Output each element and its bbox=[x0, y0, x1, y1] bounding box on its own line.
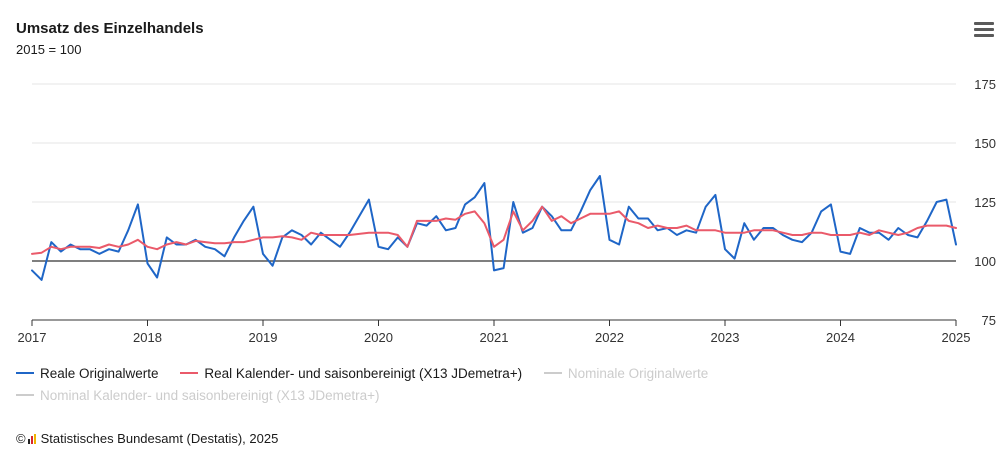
hamburger-menu-icon[interactable] bbox=[974, 22, 994, 40]
y-tick-label: 150 bbox=[974, 136, 996, 151]
series-line bbox=[31, 205, 957, 255]
x-tick-label: 2022 bbox=[595, 330, 624, 345]
y-tick-label: 100 bbox=[974, 254, 996, 269]
x-axis: 2017 2018 2019 2020 2021 2022 2023 2024 2025 bbox=[18, 319, 971, 345]
line-chart: 2017 2018 2019 2020 2021 2022 2023 2024 2025 75 1… bbox=[18, 77, 996, 345]
legend-swatch bbox=[543, 372, 562, 374]
y-tick-label: 175 bbox=[974, 77, 996, 92]
gridlines bbox=[32, 83, 956, 262]
x-tick-label: 2018 bbox=[133, 330, 162, 345]
x-tick-label: 2023 bbox=[711, 330, 740, 345]
legend-item-nominale-originalwerte[interactable]: Nominale Originalwerte bbox=[543, 362, 709, 384]
source-text: Statistisches Bundesamt (Destatis), 2025 bbox=[40, 431, 279, 446]
copyright-symbol: © bbox=[16, 431, 26, 446]
legend-label: Nominale Originalwerte bbox=[567, 365, 709, 381]
y-axis: 75 100 125 150 175 bbox=[974, 77, 996, 328]
x-tick-label: 2019 bbox=[249, 330, 278, 345]
legend: Reale Originalwerte Real Kalender- und s… bbox=[16, 362, 916, 406]
legend-swatch bbox=[16, 372, 34, 374]
source-credit: © Statistisches Bundesamt (Destatis), 20… bbox=[16, 431, 278, 446]
x-tick-label: 2021 bbox=[480, 330, 509, 345]
y-tick-label: 125 bbox=[974, 195, 996, 210]
legend-item-real-bereinigt[interactable]: Real Kalender- und saisonbereinigt (X13 … bbox=[180, 362, 522, 384]
y-tick-label: 75 bbox=[982, 313, 996, 328]
series-line bbox=[31, 175, 957, 281]
destatis-logo-icon bbox=[27, 433, 37, 444]
x-tick-label: 2024 bbox=[826, 330, 855, 345]
legend-item-reale-originalwerte[interactable]: Reale Originalwerte bbox=[16, 362, 159, 384]
legend-swatch bbox=[180, 372, 199, 374]
chart-title: Umsatz des Einzelhandels bbox=[16, 20, 204, 37]
legend-item-nominal-bereinigt[interactable]: Nominal Kalender- und saisonbereinigt (X… bbox=[16, 384, 380, 406]
legend-label: Real Kalender- und saisonbereinigt (X13 … bbox=[204, 365, 523, 381]
x-tick-label: 2017 bbox=[18, 330, 47, 345]
legend-label: Nominal Kalender- und saisonbereinigt (X… bbox=[40, 387, 380, 403]
legend-swatch bbox=[16, 394, 34, 396]
chart-subtitle: 2015 = 100 bbox=[16, 42, 82, 57]
series-lines bbox=[31, 175, 957, 281]
x-tick-label: 2020 bbox=[364, 330, 393, 345]
legend-label: Reale Originalwerte bbox=[40, 365, 159, 381]
x-tick-label: 2025 bbox=[942, 330, 971, 345]
